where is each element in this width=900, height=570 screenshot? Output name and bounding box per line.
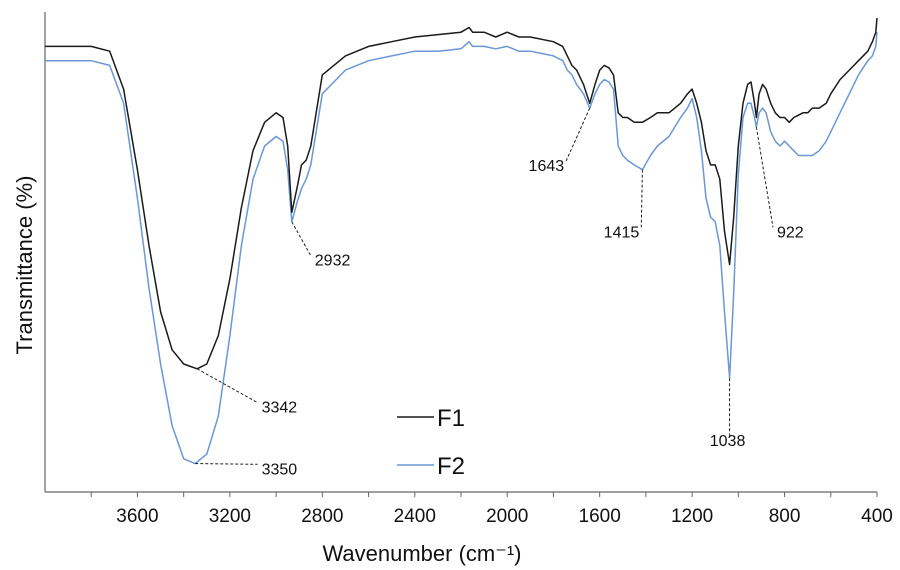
legend-label-f1: F1 — [437, 405, 465, 432]
annotation-label: 1038 — [710, 433, 746, 450]
series-layer — [45, 17, 878, 465]
axes: 3600 3200 2800 2400 2000 1600 1200 800 400 — [44, 12, 893, 527]
x-axis-title: Wavenumber (cm⁻¹) — [322, 541, 521, 566]
annotation-leader — [195, 463, 258, 465]
annotation-leader — [755, 126, 774, 228]
y-axis-title: Transmittance (%) — [12, 176, 37, 355]
x-axis-ticks: 3600 3200 2800 2400 2000 1600 1200 800 400 — [90, 492, 893, 527]
x-tick-label: 2800 — [301, 506, 343, 527]
x-tick-label: 2400 — [394, 506, 436, 527]
annotation-label: 1643 — [529, 158, 565, 175]
x-tick-label: 800 — [769, 506, 801, 527]
annotation-leader — [196, 368, 258, 404]
x-tick-label: 3200 — [209, 506, 251, 527]
annotation-label: 2932 — [315, 253, 351, 270]
peak-annotations: 3342 3350 2932 1643 1415 1038 922 — [195, 107, 804, 478]
x-tick-label: 3600 — [116, 506, 158, 527]
legend-label-f2: F2 — [437, 453, 465, 480]
annotation-label: 1415 — [604, 224, 640, 241]
annotation-leader — [291, 221, 312, 256]
annotation-label: 922 — [777, 224, 804, 241]
annotation-label: 3350 — [262, 461, 298, 478]
annotation-leader — [640, 169, 643, 228]
series-line-f2 — [45, 32, 878, 465]
x-tick-label: 400 — [861, 506, 893, 527]
annotation-label: 3342 — [262, 400, 298, 417]
x-tick-label: 2000 — [486, 506, 528, 527]
series-line-f1 — [45, 17, 878, 370]
x-tick-label: 1200 — [671, 506, 713, 527]
x-tick-label: 1600 — [579, 506, 621, 527]
legend: F1 F2 — [397, 405, 465, 480]
annotation-leader — [565, 107, 591, 162]
